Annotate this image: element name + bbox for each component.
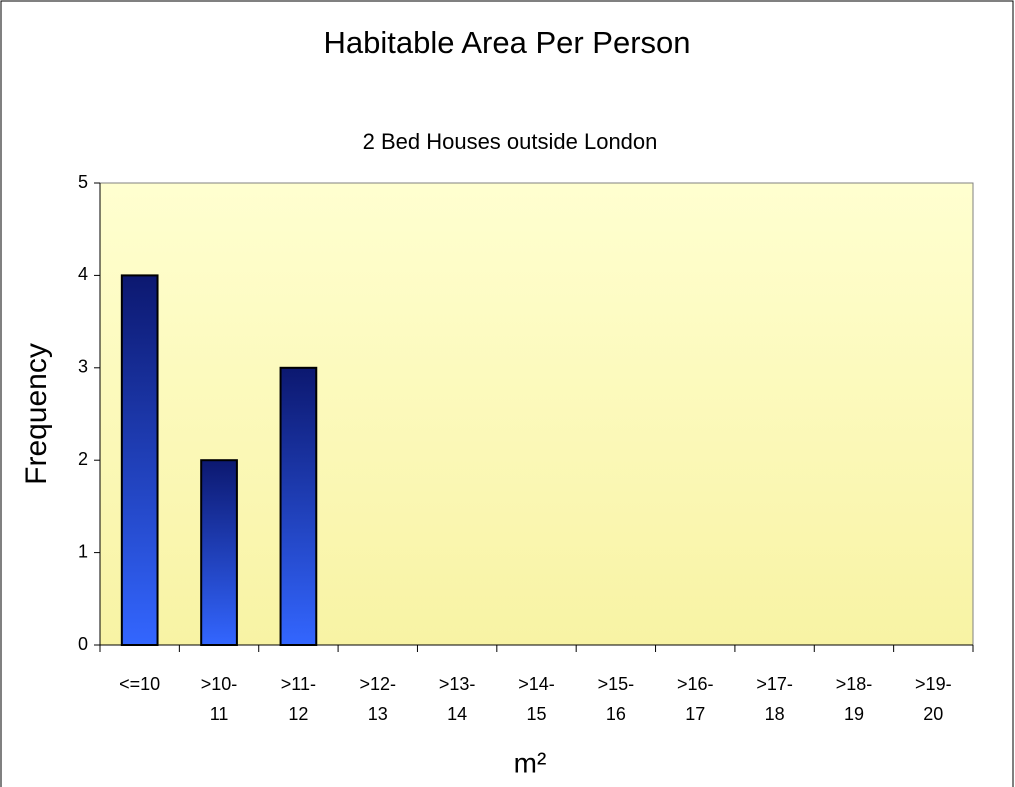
x-tick-label: >11-12 <box>280 674 316 724</box>
y-tick-label: 0 <box>78 634 88 654</box>
x-tick-label: >12-13 <box>359 674 397 724</box>
x-tick-label: >10-11 <box>200 674 238 724</box>
x-tick-label: >19-20 <box>915 674 952 724</box>
y-tick-label: 4 <box>78 264 88 284</box>
y-tick-label: 5 <box>78 172 88 192</box>
x-tick-label: >16-17 <box>676 674 714 724</box>
chart-title: Habitable Area Per Person <box>323 25 690 60</box>
x-tick-label: <=10 <box>119 674 161 694</box>
bar <box>200 459 238 647</box>
x-axis-label: m² <box>514 747 547 778</box>
x-tick-label: >14-15 <box>518 674 555 724</box>
y-tick-label: 1 <box>78 541 88 561</box>
x-tick-label: >17-18 <box>756 674 793 724</box>
x-tick-label: >13-14 <box>438 674 476 724</box>
bar <box>120 274 159 646</box>
y-tick-label: 3 <box>78 357 88 377</box>
y-axis-label: Frequency <box>20 343 53 485</box>
chart-subtitle: 2 Bed Houses outside London <box>363 129 658 154</box>
bar <box>279 366 318 646</box>
y-tick-label: 2 <box>78 449 88 469</box>
x-tick-label: >15-16 <box>597 674 635 724</box>
x-tick-label: >18-19 <box>835 674 873 724</box>
